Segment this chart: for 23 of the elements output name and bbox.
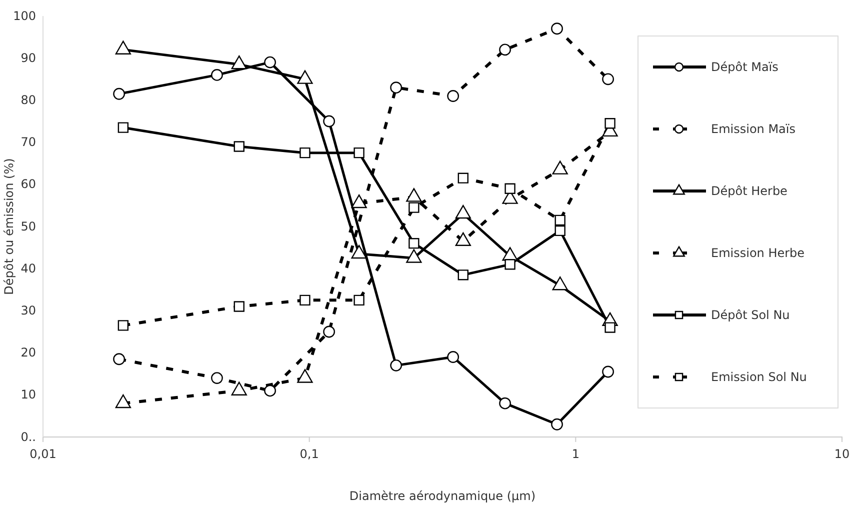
x-tick-label: 0,1 bbox=[300, 447, 319, 462]
y-tick-label: 20 bbox=[20, 346, 36, 360]
y-tick-label: 70 bbox=[20, 135, 36, 150]
y-tick-label: 0.. bbox=[20, 430, 36, 444]
legend-label: Emission Sol Nu bbox=[711, 370, 807, 384]
y-tick-label: 50 bbox=[20, 219, 36, 234]
y-axis-title: Dépôt ou émission (%) bbox=[2, 158, 16, 295]
legend-label: Dépôt Maïs bbox=[711, 60, 778, 74]
y-tick-label: 10 bbox=[20, 388, 36, 402]
x-tick-label: 1 bbox=[572, 447, 580, 462]
legend-label: Emission Maïs bbox=[711, 122, 796, 136]
x-tick-label: 0,01 bbox=[30, 447, 56, 462]
x-axis-title: Diamètre aérodynamique (µm) bbox=[349, 489, 536, 503]
y-tick-label: 100 bbox=[13, 8, 36, 23]
legend-label: Dépôt Sol Nu bbox=[711, 308, 790, 322]
y-tick-label: 40 bbox=[20, 261, 36, 276]
y-tick-label: 80 bbox=[20, 93, 36, 108]
legend-label: Emission Herbe bbox=[711, 246, 805, 260]
y-tick-label: 30 bbox=[20, 304, 36, 318]
x-tick-label: 10 bbox=[834, 447, 850, 462]
legend-label: Dépôt Herbe bbox=[711, 184, 788, 198]
y-tick-label: 60 bbox=[20, 177, 36, 192]
y-tick-label: 90 bbox=[20, 50, 36, 65]
